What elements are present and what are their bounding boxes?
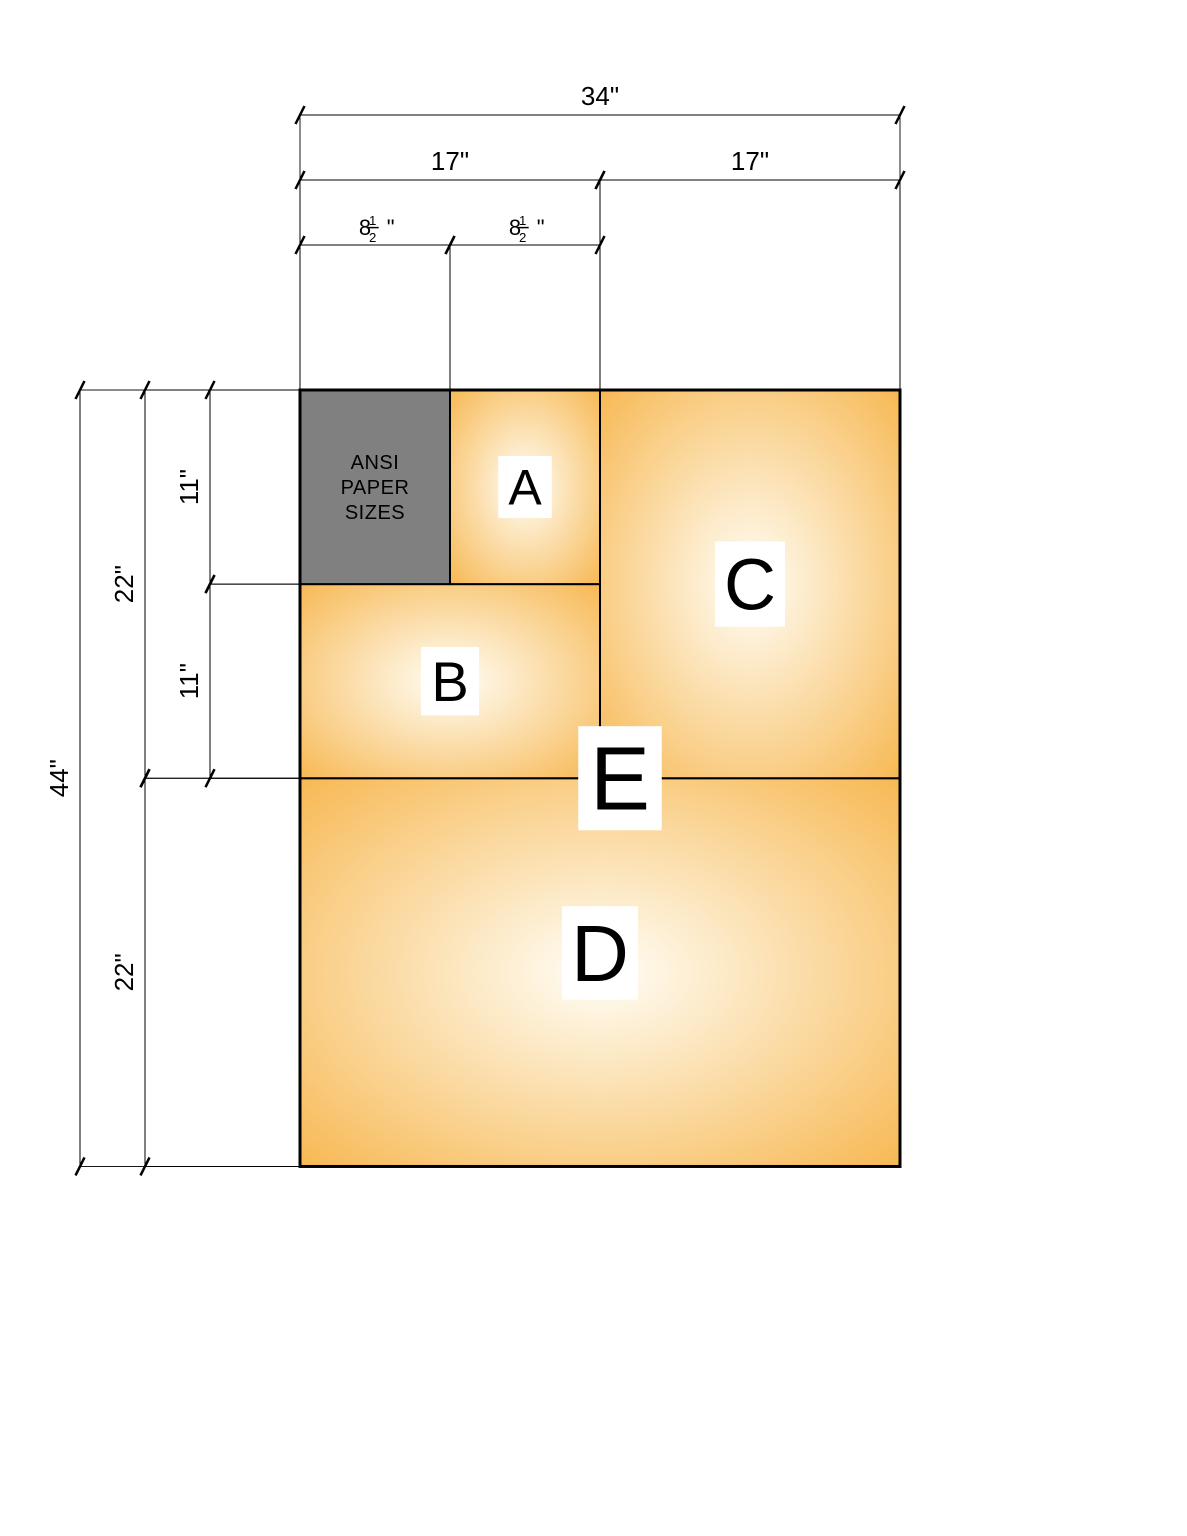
dimension-label-denom: 2 <box>369 230 376 245</box>
dimension-label: 34" <box>581 81 619 111</box>
paper-label-d: D <box>571 909 629 998</box>
dimension-label: 44" <box>44 759 74 797</box>
dimension-label: 22" <box>109 953 139 991</box>
dimension-label-numer: 1 <box>369 213 376 228</box>
dimension-label-numer: 1 <box>519 213 526 228</box>
dimension-label-denom: 2 <box>519 230 526 245</box>
dimension-label: 22" <box>109 565 139 603</box>
paper-label-a: A <box>508 460 542 516</box>
dimension-label: 17" <box>731 146 769 176</box>
paper-label-e: E <box>590 730 650 830</box>
dimension-label: 11" <box>174 469 204 505</box>
title-line-2: PAPER <box>341 477 410 499</box>
title-line-1: ANSI <box>351 452 400 474</box>
dimension-label-quote: " <box>537 215 545 240</box>
dimension-label: 11" <box>174 663 204 699</box>
dimension-label-quote: " <box>387 215 395 240</box>
title-line-3: SIZES <box>345 502 405 524</box>
paper-label-c: C <box>724 545 776 625</box>
paper-label-b: B <box>431 650 468 713</box>
dimension-label: 17" <box>431 146 469 176</box>
